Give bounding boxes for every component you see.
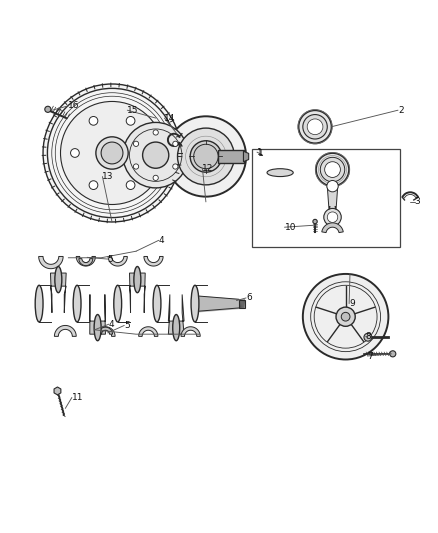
Ellipse shape [134, 266, 141, 293]
Ellipse shape [55, 266, 62, 293]
Text: 11: 11 [72, 393, 83, 402]
Circle shape [101, 142, 123, 164]
Circle shape [89, 181, 98, 190]
FancyBboxPatch shape [239, 300, 245, 308]
Ellipse shape [73, 285, 81, 322]
Text: 4: 4 [109, 320, 115, 329]
Circle shape [194, 144, 218, 169]
Circle shape [153, 175, 158, 181]
Ellipse shape [267, 169, 293, 176]
Polygon shape [90, 294, 106, 334]
Text: 4: 4 [159, 236, 164, 245]
Circle shape [166, 116, 246, 197]
Text: 8: 8 [366, 332, 371, 341]
Polygon shape [108, 256, 127, 266]
Circle shape [327, 212, 338, 222]
Circle shape [177, 128, 234, 185]
Text: 3: 3 [415, 197, 420, 206]
Circle shape [324, 208, 341, 226]
Polygon shape [39, 256, 63, 269]
Polygon shape [327, 186, 338, 217]
Polygon shape [144, 256, 163, 266]
Circle shape [303, 274, 389, 359]
Circle shape [325, 161, 340, 177]
Ellipse shape [191, 285, 199, 322]
Circle shape [143, 142, 169, 168]
Polygon shape [54, 387, 61, 395]
Circle shape [89, 117, 98, 125]
Circle shape [327, 181, 338, 192]
Circle shape [134, 141, 139, 147]
FancyBboxPatch shape [252, 149, 400, 247]
Circle shape [71, 149, 79, 157]
Circle shape [145, 149, 153, 157]
Text: 9: 9 [349, 299, 355, 308]
Text: 1: 1 [257, 148, 263, 157]
Circle shape [126, 181, 135, 190]
Polygon shape [168, 294, 184, 334]
Circle shape [126, 117, 135, 125]
Polygon shape [139, 327, 158, 336]
Text: 16: 16 [68, 101, 80, 110]
Text: 14: 14 [164, 114, 176, 123]
Circle shape [390, 351, 396, 357]
Circle shape [341, 312, 350, 321]
Circle shape [307, 119, 323, 135]
Polygon shape [130, 273, 145, 313]
Text: 5: 5 [108, 255, 113, 264]
Text: 5: 5 [124, 321, 130, 330]
Ellipse shape [153, 285, 161, 322]
Polygon shape [50, 273, 66, 313]
Ellipse shape [173, 314, 180, 341]
Polygon shape [79, 259, 93, 265]
Circle shape [96, 137, 128, 169]
Text: 10: 10 [285, 223, 296, 232]
Ellipse shape [35, 285, 43, 322]
Text: 6: 6 [246, 294, 252, 302]
Text: 12: 12 [202, 164, 214, 173]
Polygon shape [54, 326, 76, 336]
Circle shape [336, 307, 355, 326]
Circle shape [320, 157, 345, 182]
Circle shape [123, 123, 188, 188]
Ellipse shape [114, 285, 122, 322]
Circle shape [134, 164, 139, 169]
Text: 15: 15 [127, 106, 139, 115]
Polygon shape [181, 327, 200, 336]
Circle shape [303, 115, 327, 139]
Circle shape [316, 153, 349, 186]
Text: 2: 2 [398, 106, 404, 115]
Circle shape [190, 141, 222, 172]
Circle shape [313, 220, 317, 224]
Circle shape [364, 333, 372, 341]
Polygon shape [76, 256, 95, 266]
Polygon shape [244, 151, 249, 161]
Circle shape [298, 110, 332, 143]
Ellipse shape [94, 314, 101, 341]
Circle shape [173, 141, 178, 147]
Circle shape [153, 130, 158, 135]
FancyBboxPatch shape [218, 150, 244, 163]
Circle shape [173, 164, 178, 169]
Polygon shape [96, 327, 115, 336]
Circle shape [43, 84, 181, 222]
Polygon shape [322, 223, 343, 232]
Text: 13: 13 [102, 172, 114, 181]
Circle shape [60, 101, 163, 205]
Polygon shape [99, 327, 113, 334]
Text: 7: 7 [367, 351, 373, 360]
Circle shape [45, 106, 51, 112]
Text: 1: 1 [258, 149, 264, 158]
